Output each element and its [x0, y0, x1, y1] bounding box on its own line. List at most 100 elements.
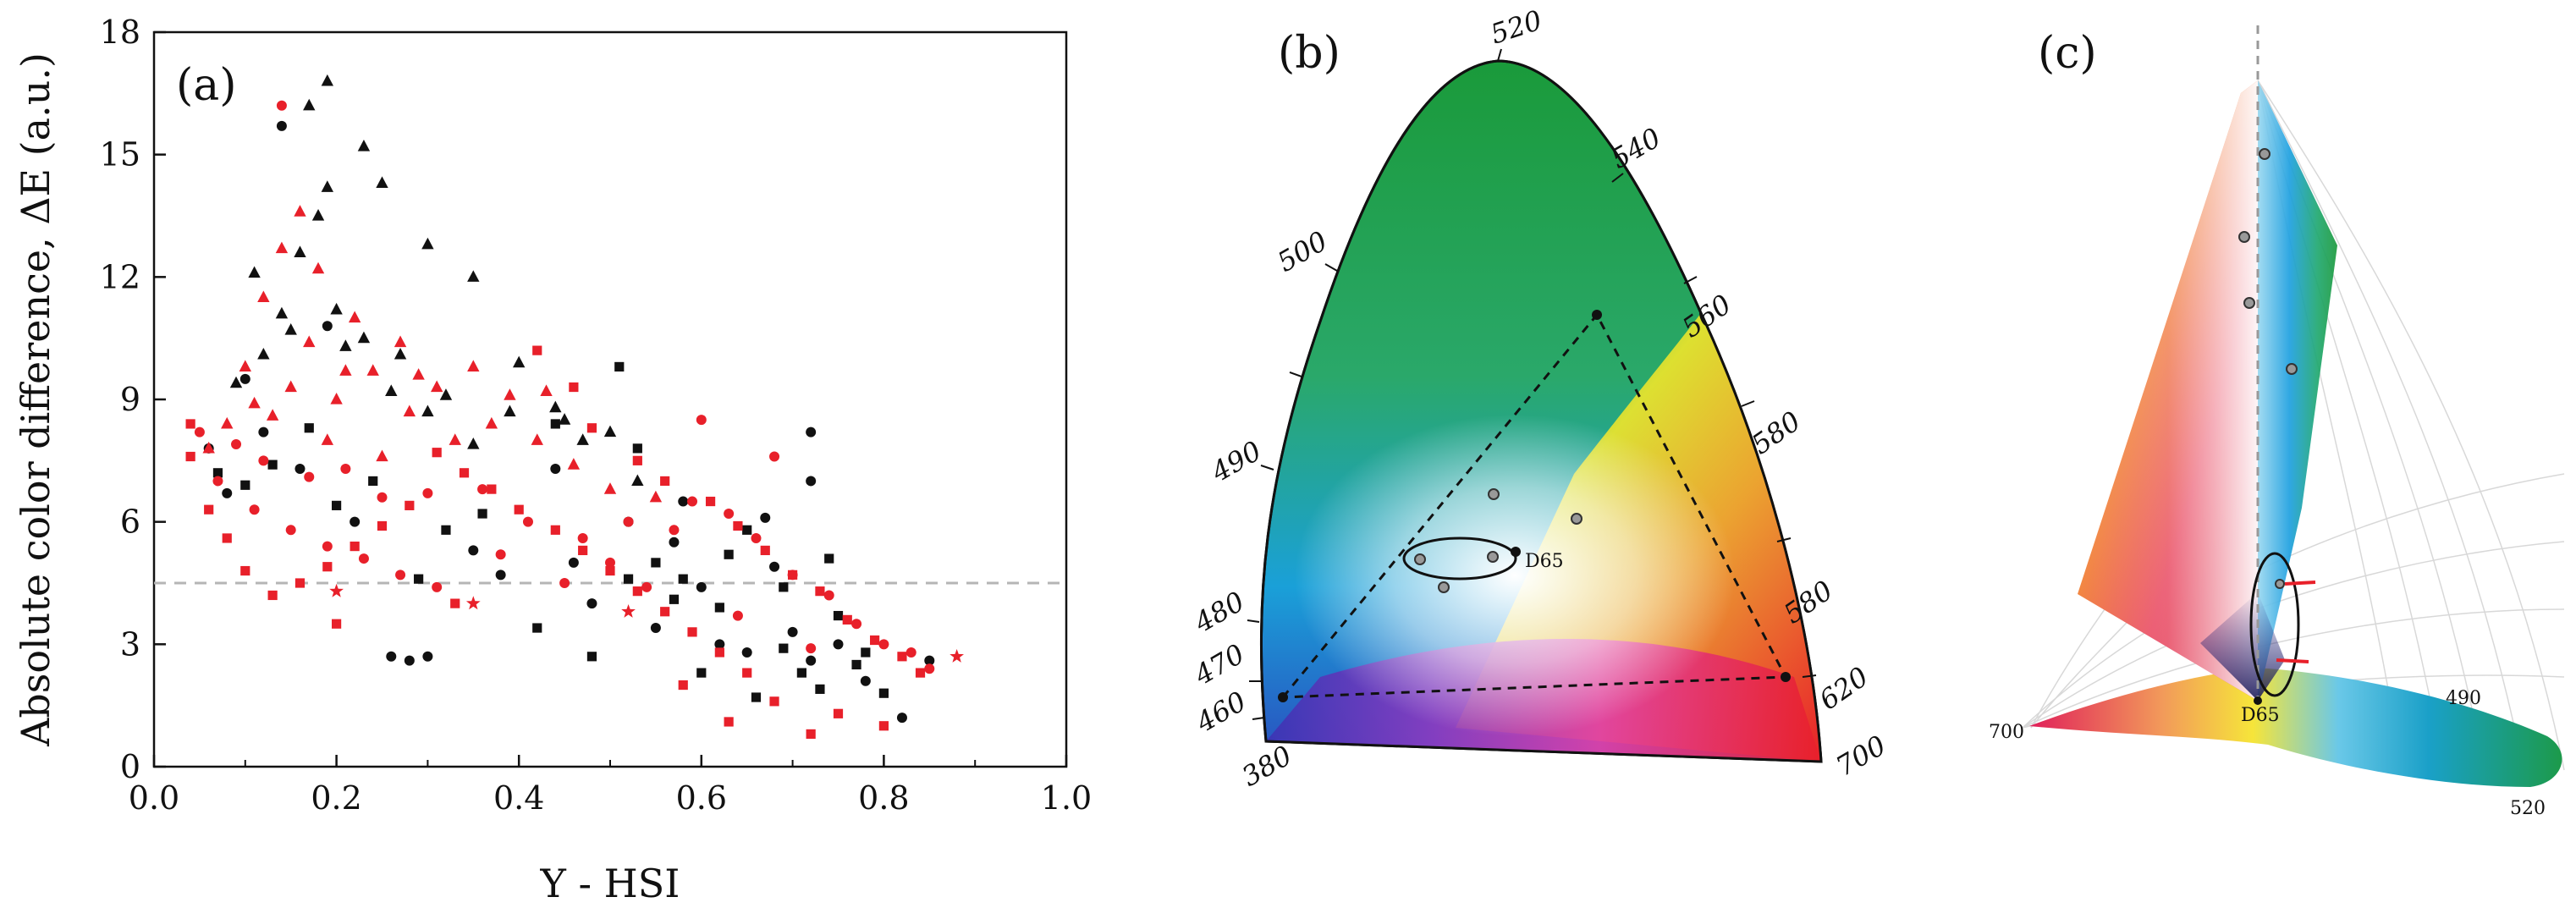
data-point — [357, 140, 371, 151]
data-point — [860, 675, 871, 686]
sample-point — [1571, 513, 1582, 525]
data-point — [204, 504, 214, 515]
data-point — [366, 364, 379, 376]
data-point — [377, 492, 388, 503]
data-point — [194, 426, 205, 437]
scatter-points — [185, 74, 965, 740]
data-point — [806, 643, 817, 654]
data-point — [823, 590, 834, 601]
data-point — [485, 416, 498, 429]
data-point — [669, 537, 680, 548]
data-point — [449, 433, 461, 445]
tick-mark — [1741, 400, 1755, 407]
tick-mark — [1247, 619, 1260, 623]
highlight-ellipse — [2249, 552, 2300, 697]
data-point — [641, 581, 652, 592]
data-point — [742, 525, 752, 535]
y-tick-label: 12 — [100, 258, 140, 295]
d65-label: D65 — [2241, 705, 2280, 726]
data-point — [586, 598, 597, 609]
data-point — [257, 347, 270, 360]
data-point — [275, 241, 289, 254]
data-point — [732, 610, 743, 621]
data-point — [896, 713, 907, 724]
x-tick-label: 0.0 — [129, 779, 179, 817]
data-point — [258, 455, 269, 466]
data-point — [787, 626, 798, 637]
data-point — [550, 419, 560, 429]
x-axis-label: Y - HSI — [540, 861, 680, 906]
data-point — [669, 525, 680, 536]
data-point — [441, 525, 451, 535]
data-point — [897, 652, 907, 662]
data-point — [769, 561, 780, 572]
data-point — [621, 603, 636, 618]
data-point — [550, 463, 561, 474]
data-point — [751, 692, 762, 702]
y-tick-label: 3 — [120, 625, 140, 663]
data-point — [276, 120, 287, 131]
data-point — [558, 413, 571, 425]
tick-mark — [1324, 263, 1338, 272]
x-tick-label: 1.0 — [1041, 779, 1092, 817]
data-point — [796, 668, 806, 678]
data-point — [267, 460, 278, 470]
data-point — [678, 680, 688, 691]
data-point — [322, 541, 333, 552]
data-point — [294, 205, 306, 217]
wavelength-label: 490 — [1205, 434, 1267, 488]
primary-blue — [1278, 692, 1288, 702]
y-tick-label: 9 — [120, 381, 140, 418]
panel-c: D65 700 490 520 (c) — [1989, 25, 2565, 819]
data-point — [915, 668, 926, 678]
data-point — [239, 373, 250, 384]
data-point — [495, 549, 506, 560]
data-point — [248, 396, 261, 409]
panel-a: 0.0 0.2 0.4 0.6 0.8 1.0 0 3 6 9 12 15 18 (a) Y - HS… — [13, 14, 1092, 906]
data-point — [815, 684, 825, 694]
sample-point — [2238, 231, 2250, 243]
wavelength-label: 380 — [1236, 739, 1297, 792]
data-point — [559, 578, 570, 588]
data-point — [212, 468, 223, 478]
x-tick-label: 0.8 — [858, 779, 909, 817]
data-point — [304, 471, 315, 482]
data-point — [632, 455, 642, 465]
data-point — [550, 525, 560, 535]
data-point — [394, 347, 407, 360]
data-point — [632, 443, 642, 454]
data-point — [504, 388, 516, 400]
data-point — [586, 423, 597, 433]
data-point — [414, 574, 424, 584]
data-point — [358, 553, 369, 564]
data-point — [376, 176, 388, 189]
data-point — [403, 404, 416, 417]
data-point — [329, 583, 344, 597]
data-point — [623, 516, 634, 527]
data-point — [833, 639, 844, 650]
data-point — [267, 590, 278, 601]
data-point — [311, 209, 325, 221]
data-point — [769, 696, 779, 707]
sample-point — [1414, 553, 1426, 565]
data-point — [851, 659, 861, 670]
data-point — [185, 419, 195, 429]
data-point — [769, 451, 780, 462]
data-point — [806, 655, 817, 666]
wavelength-label: 480 — [1188, 585, 1250, 639]
data-point — [340, 463, 351, 474]
data-point — [650, 623, 661, 634]
data-point — [439, 388, 453, 400]
data-point — [861, 647, 871, 658]
data-point — [714, 603, 724, 613]
data-point — [577, 532, 588, 543]
data-point — [405, 500, 415, 510]
data-point — [450, 598, 460, 608]
gamut-triangle — [1280, 312, 1788, 699]
wavelength-label: 500 — [1272, 224, 1333, 278]
data-point — [495, 570, 506, 581]
data-point — [229, 376, 243, 388]
data-point — [467, 360, 480, 372]
wavelength-label: 620 — [1814, 660, 1874, 716]
data-point — [540, 384, 553, 396]
